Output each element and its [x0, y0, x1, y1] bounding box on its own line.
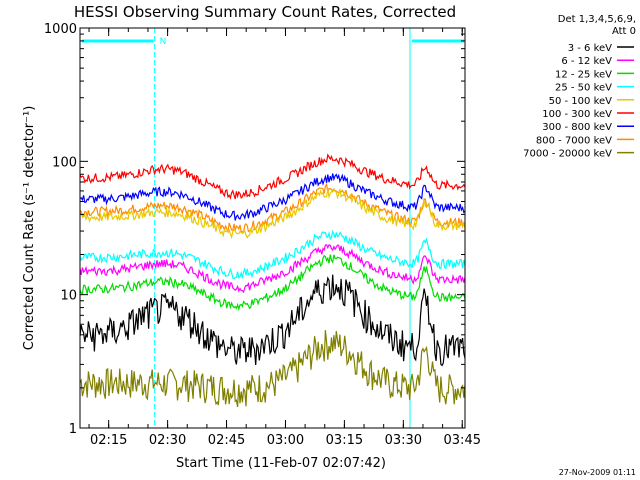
- x-tick-label: 03:15: [326, 433, 363, 448]
- legend-entry-label: 6 - 12 keV: [561, 56, 612, 67]
- plot-area: N: [79, 28, 466, 428]
- series-line: [79, 187, 466, 240]
- x-tick-label: 03:00: [267, 433, 304, 448]
- y-tick-label: 1000: [44, 22, 77, 37]
- y-axis: 1 10 100 1000: [44, 22, 465, 437]
- plot-frame: [79, 27, 466, 429]
- series-line: [79, 153, 466, 200]
- x-tick-label: 02:30: [149, 433, 186, 448]
- series-line: [79, 274, 466, 367]
- x-axis-label: Start Time (11-Feb-07 02:07:42): [176, 456, 386, 471]
- x-tick-label: 02:15: [90, 433, 127, 448]
- legend-header: Det 1,3,4,5,6,9,: [558, 14, 636, 25]
- x-tick-label: 03:45: [444, 433, 481, 448]
- legend-entry-label: 3 - 6 keV: [568, 43, 612, 54]
- legend: Det 1,3,4,5,6,9,Att 03 - 6 keV 6 - 12 keV…: [523, 14, 636, 160]
- footer-date: 27-Nov-2009 01:11: [559, 468, 636, 477]
- legend-entry-label: 50 - 100 keV: [549, 96, 613, 107]
- legend-entry-label: 7000 - 20000 keV: [523, 149, 612, 160]
- series-line: [79, 229, 466, 280]
- y-tick-label: 1: [69, 422, 77, 437]
- series-line: [79, 254, 466, 312]
- y-axis-label: Corrected Count Rate (s⁻¹ detector⁻¹): [22, 106, 37, 351]
- x-tick-label: 02:45: [208, 433, 245, 448]
- legend-entry-label: 100 - 300 keV: [542, 109, 612, 120]
- legend-entry-label: 12 - 25 keV: [555, 69, 612, 80]
- series-line: [79, 330, 466, 408]
- x-axis: 02:15 02:30 02:45 03:00 03:15 03:30 03:45: [88, 28, 481, 448]
- legend-header: Att 0: [612, 26, 636, 37]
- series-line: [79, 244, 466, 294]
- y-tick-label: 10: [60, 289, 77, 304]
- night-bar-label: N: [160, 37, 167, 47]
- legend-entry-label: 25 - 50 keV: [555, 83, 612, 94]
- legend-entry-label: 800 - 7000 keV: [536, 135, 612, 146]
- series-line: [79, 173, 466, 221]
- chart-title: HESSI Observing Summary Count Rates, Cor…: [74, 3, 456, 21]
- x-tick-label: 03:30: [385, 433, 422, 448]
- y-tick-label: 100: [52, 155, 77, 170]
- legend-entry-label: 300 - 800 keV: [542, 122, 612, 133]
